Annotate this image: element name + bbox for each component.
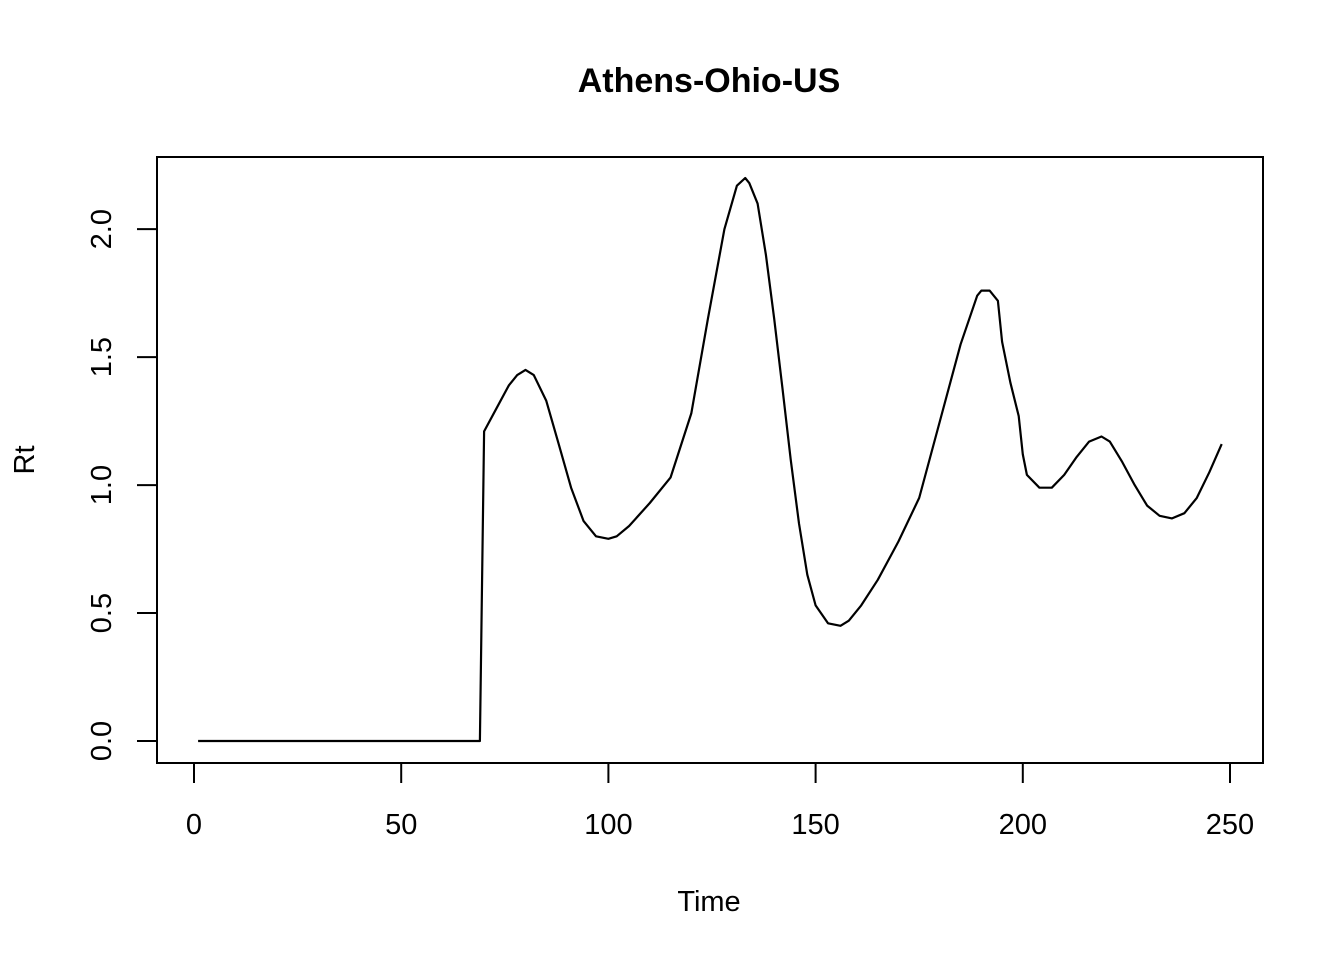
series-layer [198,176,1223,743]
series-line [198,176,1223,743]
x-tick-label: 100 [584,809,632,841]
x-axis-label: Time [677,886,740,918]
y-tick-label: 1.0 [86,465,118,505]
plot-frame [156,156,1264,764]
x-tick-label: 150 [791,809,839,841]
y-axis: 0.0 0.5 1.0 1.5 2.0 [86,209,158,761]
y-tick-label: 0.0 [86,721,118,761]
y-tick-label: 2.0 [86,209,118,249]
x-tick-label: 0 [186,809,202,841]
x-tick-label: 200 [999,809,1047,841]
x-tick-label: 50 [385,809,417,841]
y-axis-label: Rt [9,446,41,475]
y-tick-label: 0.5 [86,593,118,633]
chart-title: Athens-Ohio-US [578,62,841,100]
x-axis: 0 50 100 150 200 250 [186,762,1254,841]
y-tick-label: 1.5 [86,337,118,377]
x-tick-label: 250 [1206,809,1254,841]
